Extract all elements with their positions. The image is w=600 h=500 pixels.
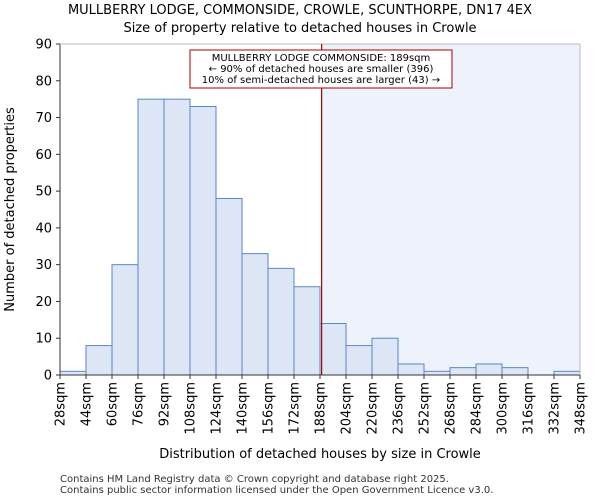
histogram-bar [397, 363, 425, 376]
highlight-region [321, 44, 580, 375]
x-tick-label: 172sqm [288, 382, 303, 435]
histogram-bar [85, 345, 113, 376]
x-tick-label: 156sqm [262, 382, 277, 435]
x-tick-label: 236sqm [392, 382, 407, 435]
y-tick-label: 20 [35, 295, 52, 310]
x-tick-label: 44sqm [80, 382, 95, 426]
histogram-bar [241, 253, 269, 376]
x-tick-label: 188sqm [314, 382, 329, 435]
x-tick-label: 92sqm [158, 382, 173, 426]
y-tick-label: 30 [35, 258, 52, 273]
x-tick-label: 316sqm [522, 382, 537, 435]
x-tick-label: 252sqm [418, 382, 433, 435]
histogram-bar [501, 367, 529, 376]
histogram-bar [553, 370, 581, 376]
annotation-line-1: MULLBERRY LODGE COMMONSIDE: 189sqm [212, 53, 431, 64]
footer-line-1: Contains HM Land Registry data © Crown c… [60, 474, 449, 485]
histogram-bar [163, 98, 191, 376]
y-tick-label: 0 [44, 369, 52, 384]
x-tick-label: 204sqm [340, 382, 355, 435]
x-tick-label: 284sqm [470, 382, 485, 435]
annotation-line-2: ← 90% of detached houses are smaller (39… [209, 64, 434, 75]
y-tick-label: 50 [35, 185, 52, 200]
histogram-bar [111, 264, 139, 376]
histogram-bar [293, 286, 321, 376]
histogram-bar [319, 323, 347, 376]
annotation-line-3: 10% of semi-detached houses are larger (… [202, 75, 440, 86]
y-tick-label: 40 [35, 221, 52, 236]
histogram-bar [449, 367, 477, 376]
x-tick-label: 300sqm [496, 382, 511, 435]
y-tick-label: 90 [35, 38, 52, 53]
x-tick-label: 268sqm [444, 382, 459, 435]
histogram-bar [423, 370, 451, 376]
histogram-bar [137, 98, 165, 376]
x-tick-label: 140sqm [236, 382, 251, 435]
y-axis-title: Number of detached properties [3, 107, 18, 312]
x-tick-label: 108sqm [184, 382, 199, 435]
y-tick-label: 60 [35, 148, 52, 163]
histogram-bar [267, 267, 295, 376]
x-tick-label: 220sqm [366, 382, 381, 435]
y-tick-label: 80 [35, 74, 52, 89]
annotation-box [189, 49, 453, 89]
y-tick-label: 70 [35, 111, 52, 126]
x-tick-label: 60sqm [106, 382, 121, 426]
histogram-bar [215, 197, 243, 376]
histogram-bar [189, 106, 217, 376]
chart-subtitle: Size of property relative to detached ho… [123, 21, 477, 36]
histogram-bar [345, 345, 373, 376]
x-tick-label: 76sqm [132, 382, 147, 426]
x-tick-label: 348sqm [574, 382, 589, 435]
histogram-bar [59, 370, 87, 376]
footer-line-2: Contains public sector information licen… [60, 485, 494, 496]
histogram-bar [475, 363, 503, 376]
x-axis-title: Distribution of detached houses by size … [159, 447, 481, 462]
y-tick-label: 10 [35, 332, 52, 347]
x-tick-label: 28sqm [54, 382, 69, 426]
x-tick-label: 332sqm [548, 382, 563, 435]
x-tick-label: 124sqm [210, 382, 225, 435]
chart-title: MULLBERRY LODGE, COMMONSIDE, CROWLE, SCU… [67, 3, 533, 18]
histogram-bar [371, 337, 399, 376]
